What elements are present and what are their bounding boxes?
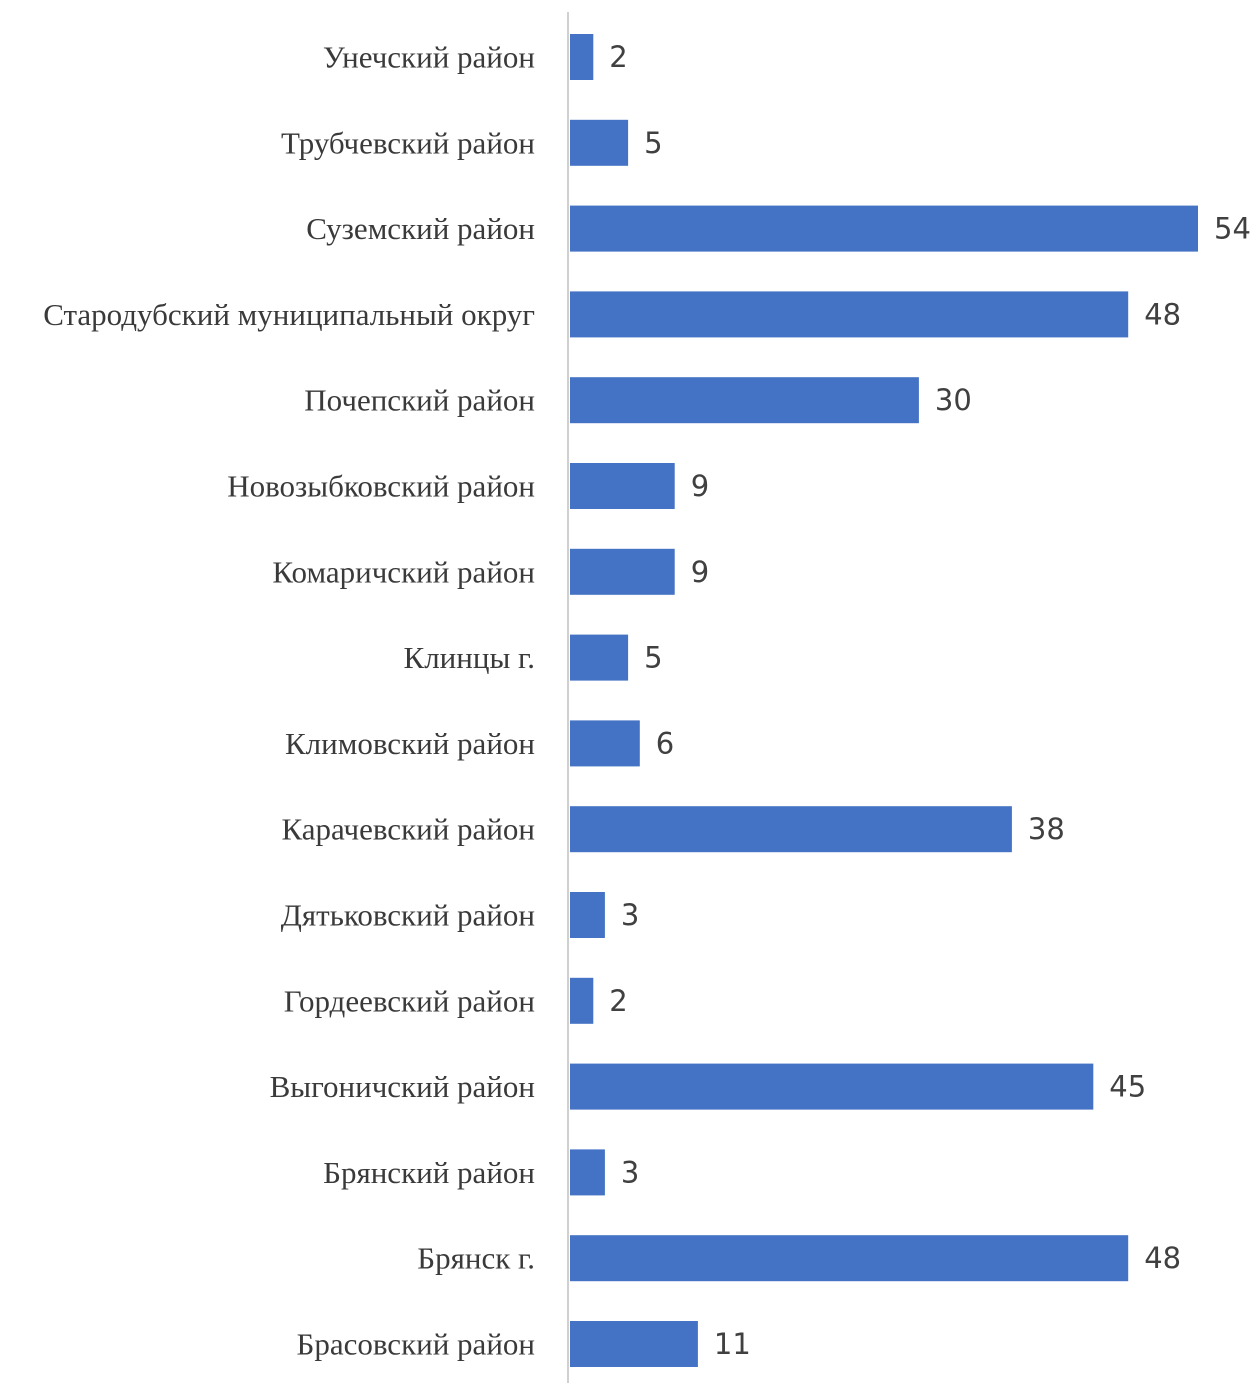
value-label: 9 (691, 469, 709, 503)
bar (570, 119, 629, 166)
category-label: Суземский район (306, 211, 535, 246)
value-label: 11 (714, 1327, 751, 1361)
value-label: 5 (644, 641, 662, 675)
category-labels: Унечский район Трубчевский район Суземский… (43, 40, 535, 1362)
value-label: 9 (691, 555, 709, 589)
category-label: Гордеевский район (284, 983, 535, 1018)
category-label: Брасовский район (297, 1327, 535, 1362)
category-label: Климовский район (285, 726, 535, 761)
value-label: 6 (656, 726, 674, 760)
value-label: 54 (1214, 212, 1250, 246)
bar (570, 205, 1198, 252)
bar (570, 892, 605, 938)
category-label: Почепский район (304, 383, 535, 418)
bar (570, 977, 594, 1024)
value-label: 2 (609, 40, 627, 74)
value-label: 30 (935, 383, 972, 417)
bar (570, 291, 1129, 338)
category-label: Дятьковский район (281, 898, 535, 933)
bar (570, 548, 675, 595)
category-label: Выгоничский район (270, 1069, 535, 1104)
value-label: 38 (1028, 812, 1065, 846)
bar (570, 1063, 1094, 1110)
value-label: 48 (1144, 1241, 1181, 1275)
bar (570, 377, 919, 424)
bar (570, 634, 629, 681)
category-label: Брянск г. (417, 1241, 535, 1276)
category-label: Унечский район (323, 40, 535, 75)
category-label: Брянский район (323, 1155, 535, 1190)
bar (570, 1321, 698, 1367)
category-label: Новозыбковский район (227, 469, 535, 504)
category-label: Трубчевский район (281, 125, 535, 160)
value-label: 45 (1109, 1070, 1146, 1104)
category-label: Комаричский район (272, 554, 535, 589)
category-label: Стародубский муниципальный округ (43, 297, 535, 332)
value-label: 2 (609, 984, 627, 1018)
bars-group (570, 34, 1198, 1367)
bar (570, 1149, 605, 1196)
bar (570, 720, 640, 767)
value-label: 5 (644, 126, 662, 160)
bar (570, 463, 675, 509)
value-label: 3 (621, 898, 639, 932)
bar (570, 34, 594, 80)
category-label: Клинцы г. (404, 640, 535, 675)
category-label: Карачевский район (281, 812, 535, 847)
bar (570, 1235, 1129, 1282)
value-label: 3 (621, 1155, 639, 1189)
value-label: 48 (1144, 297, 1181, 331)
bar (570, 806, 1012, 853)
value-labels: 2 5 54 48 30 9 9 5 6 38 3 2 45 3 48 11 (609, 40, 1250, 1361)
